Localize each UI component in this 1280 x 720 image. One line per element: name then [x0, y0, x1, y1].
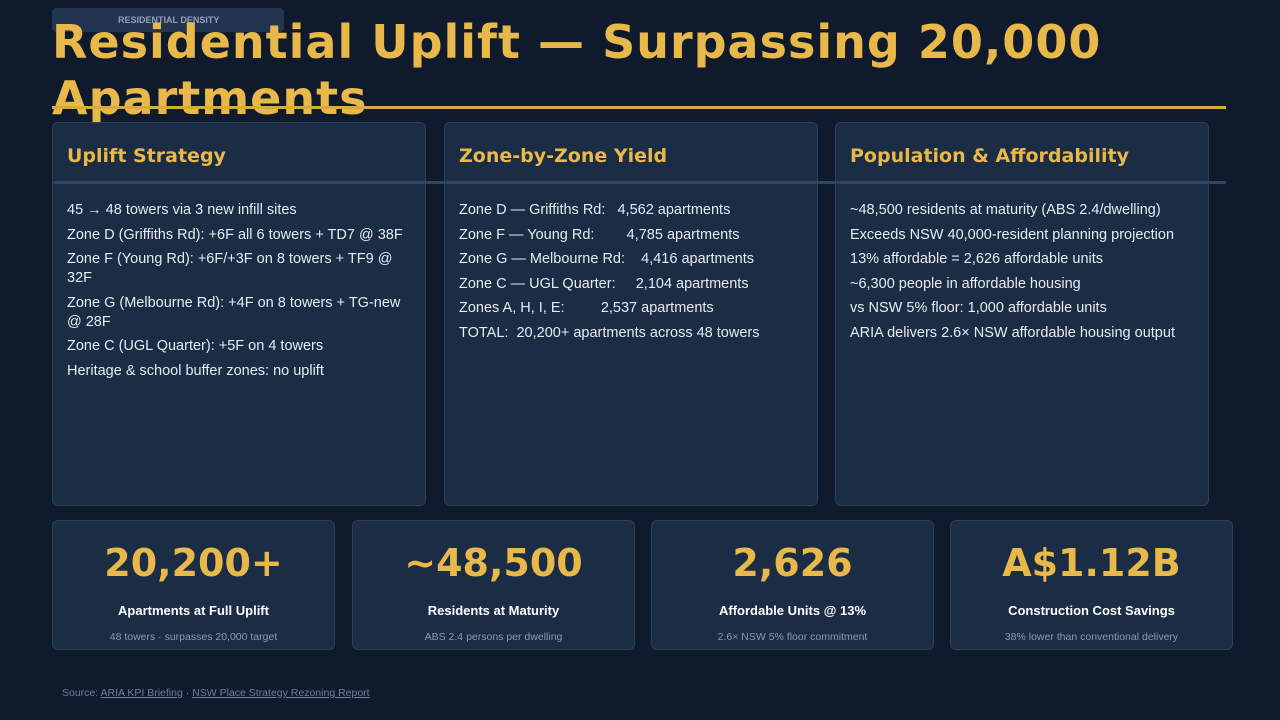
kpi-value: 20,200+	[104, 541, 283, 585]
kpi-value: ~48,500	[404, 541, 583, 585]
section-tag: RESIDENTIAL DENSITY	[52, 8, 284, 32]
list-item: Zone G — Melbourne Rd: 4,416 apartments	[459, 251, 754, 267]
list-item: vs NSW 5% floor: 1,000 affordable units	[850, 300, 1107, 316]
source-prefix: Source:	[62, 687, 99, 699]
panel-list: ~48,500 residents at maturity (ABS 2.4/d…	[850, 201, 1196, 348]
kpi-label: Construction Cost Savings	[1008, 603, 1175, 618]
kpi-label: Affordable Units @ 13%	[718, 603, 867, 618]
kpi-label: Residents at Maturity	[427, 603, 560, 618]
list-item: Zone C — UGL Quarter: 2,104 apartments	[459, 275, 749, 292]
panel-header-divider	[52, 181, 1226, 184]
kpi-value: A$1.12B	[1002, 541, 1181, 585]
page-title: Residential Uplift — Surpassing 20,000 A…	[52, 15, 1102, 125]
list-item: Zone C (UGL Quarter): +5F on 4 towers	[67, 338, 324, 354]
list-item: 45 → 48 towers via 3 new infill sites	[67, 202, 297, 218]
panel-population-affordability: Population & Affordability ~48,500 resid…	[835, 122, 1209, 506]
list-item: TOTAL: 20,200+ apartments across 48 towe…	[459, 324, 760, 341]
source-link-rezoning-report[interactable]: NSW Place Strategy Rezoning Report	[192, 687, 370, 699]
source-footer: Source: ARIA KPI Briefing · NSW Place St…	[62, 687, 370, 699]
list-item: Zone D — Griffiths Rd: 4,562 apartments	[459, 202, 731, 218]
list-item: Zones A, H, I, E: 2,537 apartments	[459, 300, 714, 316]
list-item: ARIA delivers 2.6× NSW affordable housin…	[850, 324, 1175, 341]
source-link-kpi-briefing[interactable]: ARIA KPI Briefing	[100, 687, 183, 699]
kpi-card-residents: ~48,500 Residents at Maturity ABS 2.4 pe…	[352, 520, 635, 650]
panel-heading: Population & Affordability	[850, 145, 1129, 167]
panel-heading: Uplift Strategy	[67, 145, 226, 167]
title-divider	[52, 106, 1226, 109]
kpi-subtext: ABS 2.4 persons per dwelling	[424, 631, 563, 643]
list-item: Exceeds NSW 40,000-resident planning pro…	[850, 226, 1175, 243]
kpi-subtext: 2.6× NSW 5% floor commitment	[717, 631, 868, 643]
kpi-card-apartments: 20,200+ Apartments at Full Uplift 48 tow…	[52, 520, 335, 650]
kpi-value: 2,626	[732, 541, 853, 585]
kpi-subtext: 38% lower than conventional delivery	[1004, 631, 1179, 643]
kpi-subtext: 48 towers · surpasses 20,000 target	[109, 631, 278, 643]
list-item: Zone F (Young Rd): +6F/+3F on 8 towers +…	[67, 251, 397, 286]
source-separator: ·	[185, 687, 190, 699]
panel-zone-yield: Zone-by-Zone Yield Zone D — Griffiths Rd…	[444, 122, 818, 506]
panel-list: 45 → 48 towers via 3 new infill sites Zo…	[67, 201, 413, 386]
panel-uplift-strategy: Uplift Strategy 45 → 48 towers via 3 new…	[52, 122, 426, 506]
kpi-card-affordable: 2,626 Affordable Units @ 13% 2.6× NSW 5%…	[651, 520, 934, 650]
kpi-card-cost-savings: A$1.12B Construction Cost Savings 38% lo…	[950, 520, 1233, 650]
list-item: 13% affordable = 2,626 affordable units	[850, 251, 1104, 267]
list-item: Zone F — Young Rd: 4,785 apartments	[459, 226, 740, 243]
panel-heading: Zone-by-Zone Yield	[459, 145, 668, 167]
list-item: Zone G (Melbourne Rd): +4F on 8 towers +…	[67, 294, 405, 330]
list-item: Zone D (Griffiths Rd): +6F all 6 towers …	[67, 226, 403, 243]
kpi-label: Apartments at Full Uplift	[118, 603, 269, 618]
list-item: ~48,500 residents at maturity (ABS 2.4/d…	[850, 202, 1161, 218]
list-item: ~6,300 people in affordable housing	[850, 275, 1081, 292]
panel-list: Zone D — Griffiths Rd: 4,562 apartments …	[459, 201, 805, 348]
list-item: Heritage & school buffer zones: no uplif…	[67, 362, 324, 379]
